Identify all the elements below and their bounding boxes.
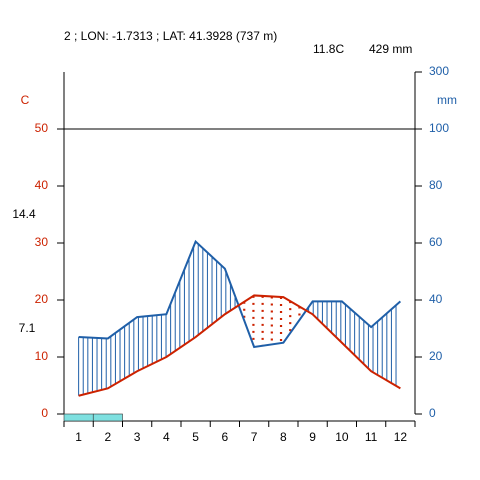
y2-tick-label: 60 [429,235,443,249]
y2-tick-label: 100 [429,121,449,135]
x-tick-label: 6 [222,430,229,444]
y2-tick-label: 300 [429,64,449,78]
x-tick-label: 4 [163,430,170,444]
x-tick-label: 2 [105,430,112,444]
annual-precipitation: 429 mm [369,42,412,56]
y2-tick-label: 20 [429,349,443,363]
x-tick-label: 10 [335,430,349,444]
y-tick-label: 50 [35,121,49,135]
x-tick-label: 3 [134,430,141,444]
annotation: 7.1 [19,321,36,335]
annotation: 14.4 [12,207,36,221]
y2-tick-label: 40 [429,292,443,306]
chart-title: 2 ; LON: -1.7313 ; LAT: 41.3928 (737 m) [64,29,277,43]
frost-box [92,413,123,422]
x-tick-label: 5 [192,430,199,444]
y2-axis-label: mm [437,93,457,107]
y2-tick-label: 0 [429,406,436,420]
mean-temperature: 11.8C [313,42,344,56]
x-tick-label: 8 [280,430,287,444]
line-temperature [78,294,401,397]
y-axis-label: C [21,93,30,107]
y2-tick-label: 80 [429,178,443,192]
frost-box [63,413,94,422]
x-tick-label: 1 [75,430,82,444]
x-tick-label: 9 [309,430,316,444]
y-tick-label: 10 [35,349,49,363]
x-tick-label: 12 [394,430,408,444]
x-tick-label: 7 [251,430,258,444]
y-tick-label: 30 [35,235,49,249]
y-tick-label: 0 [41,406,48,420]
line-precipitation [78,239,402,349]
x-tick-label: 11 [365,430,378,444]
y-tick-label: 40 [35,178,49,192]
y-tick-label: 20 [35,292,49,306]
